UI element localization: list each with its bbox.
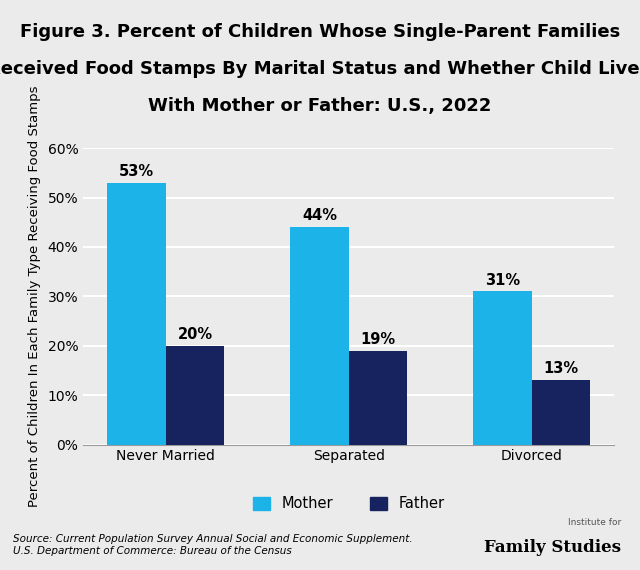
Text: 13%: 13% <box>543 361 579 376</box>
Text: With Mother or Father: U.S., 2022: With Mother or Father: U.S., 2022 <box>148 97 492 115</box>
Bar <box>166 346 225 445</box>
Text: 20%: 20% <box>177 327 212 342</box>
Text: 53%: 53% <box>119 164 154 179</box>
Bar <box>349 351 407 445</box>
Y-axis label: Percent of Children In Each Family Type Receiving Food Stamps: Percent of Children In Each Family Type … <box>28 86 41 507</box>
Text: 44%: 44% <box>302 208 337 223</box>
Bar <box>473 291 532 445</box>
Bar <box>291 227 349 445</box>
Text: Received Food Stamps By Marital Status and Whether Child Lived: Received Food Stamps By Marital Status a… <box>0 60 640 78</box>
Text: Source: Current Population Survey Annual Social and Economic Supplement.
U.S. De: Source: Current Population Survey Annual… <box>13 534 412 556</box>
Bar <box>532 380 590 445</box>
Legend: Mother, Father: Mother, Father <box>246 490 451 517</box>
Text: Institute for: Institute for <box>568 518 621 527</box>
Text: 31%: 31% <box>485 272 520 287</box>
Text: Family Studies: Family Studies <box>484 539 621 556</box>
Text: Figure 3. Percent of Children Whose Single-Parent Families: Figure 3. Percent of Children Whose Sing… <box>20 23 620 41</box>
Text: 19%: 19% <box>360 332 396 347</box>
Bar <box>108 183 166 445</box>
